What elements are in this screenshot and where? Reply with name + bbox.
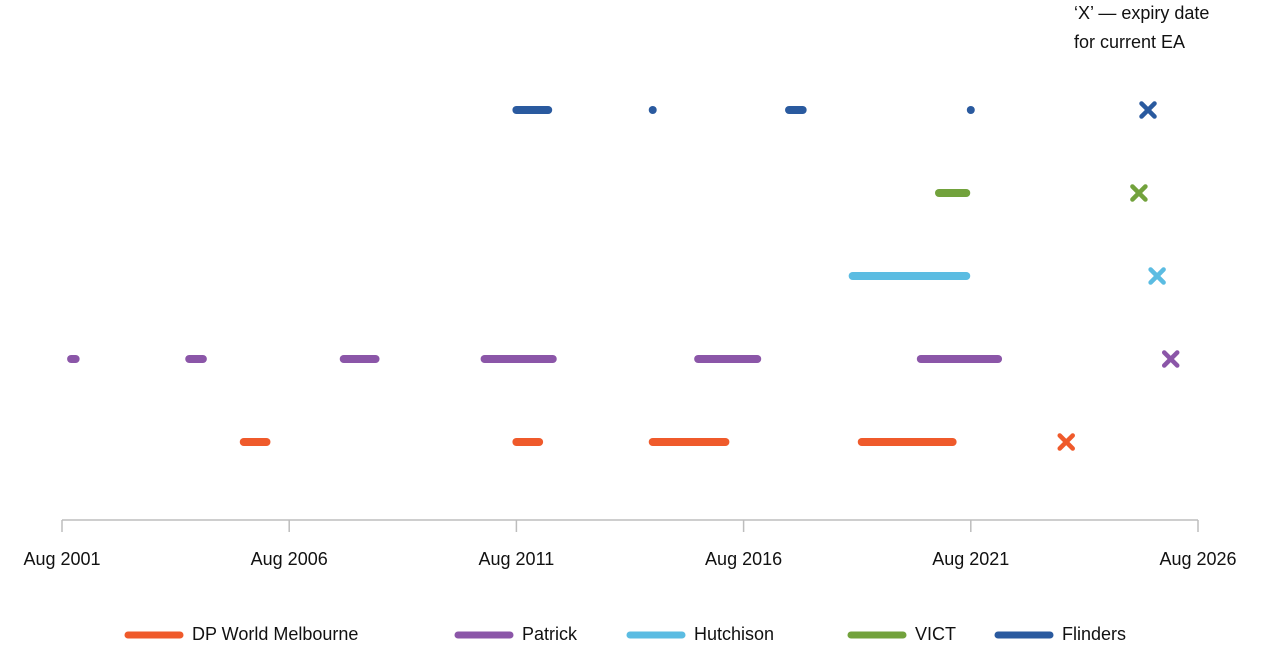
expiry-marker xyxy=(1161,350,1180,368)
legend-label: Patrick xyxy=(522,624,578,644)
x-tick-label: Aug 2026 xyxy=(1159,549,1236,569)
legend-label: Hutchison xyxy=(694,624,774,644)
legend-label: VICT xyxy=(915,624,956,644)
annotation: ‘X’ — expiry date xyxy=(1074,3,1209,23)
annotation: for current EA xyxy=(1074,32,1185,52)
expiry-stroke xyxy=(1161,350,1180,368)
expiry-stroke xyxy=(1148,267,1166,285)
x-tick-label: Aug 2006 xyxy=(251,549,328,569)
legend-label: Flinders xyxy=(1062,624,1126,644)
expiry-stroke xyxy=(1139,101,1157,119)
legend-label: DP World Melbourne xyxy=(192,624,358,644)
expiry-stroke xyxy=(1057,433,1075,451)
expiry-stroke xyxy=(1130,184,1148,202)
x-tick-label: Aug 2001 xyxy=(23,549,100,569)
x-tick-label: Aug 2021 xyxy=(932,549,1009,569)
x-tick-label: Aug 2011 xyxy=(479,549,555,569)
expiry-marker xyxy=(1148,267,1166,285)
expiry-marker xyxy=(1057,433,1075,451)
expiry-marker xyxy=(1130,184,1148,202)
expiry-marker xyxy=(1139,101,1157,119)
x-tick-label: Aug 2016 xyxy=(705,549,782,569)
